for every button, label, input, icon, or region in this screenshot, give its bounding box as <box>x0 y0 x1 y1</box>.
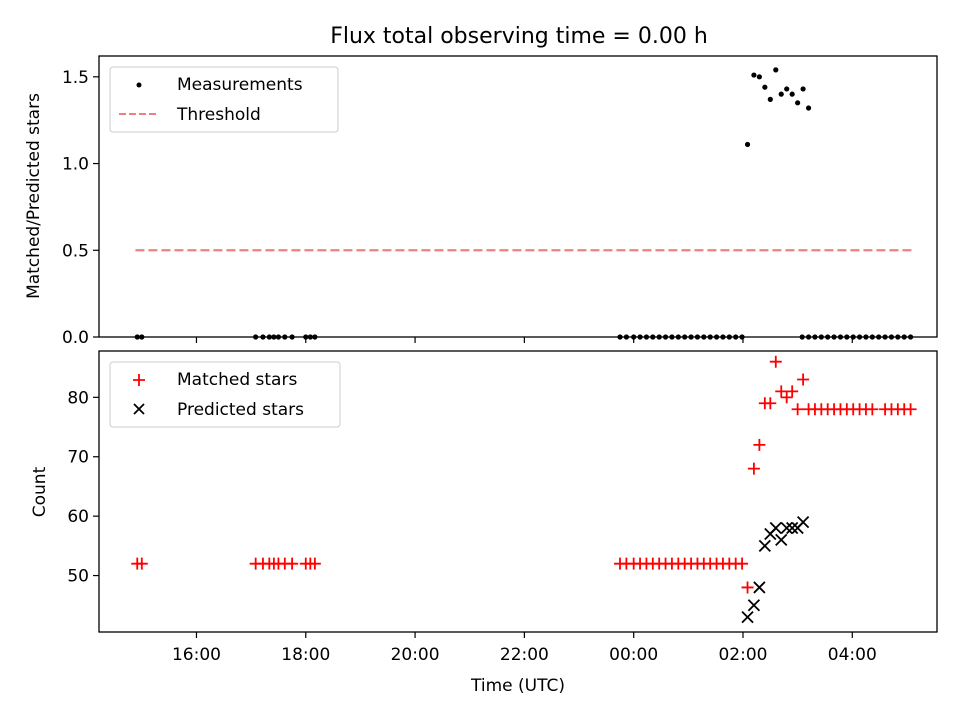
measurement-point <box>767 96 773 102</box>
x-tick-label: 02:00 <box>718 645 767 665</box>
measurement-point <box>795 100 801 106</box>
predicted-star-point <box>775 533 788 547</box>
x-tick-label: 22:00 <box>500 645 549 665</box>
legend-threshold-label: Threshold <box>176 105 261 125</box>
matched-star-point <box>780 391 793 404</box>
predicted-star-point <box>780 521 793 535</box>
predicted-star-point <box>747 599 761 612</box>
matched-star-point <box>797 373 810 386</box>
measurement-point <box>756 74 762 80</box>
bottom-y-axis-label: Count <box>30 466 50 517</box>
legend-matched-label: Matched stars <box>177 370 297 390</box>
top-y-tick-label: 1.5 <box>62 68 89 88</box>
measurement-point <box>800 86 806 92</box>
matched-star-point <box>764 397 777 410</box>
bottom-y-tick-label: 50 <box>67 567 89 587</box>
measurement-point <box>744 141 751 148</box>
predicted-star-point <box>753 581 766 594</box>
matched-star-point <box>775 385 788 398</box>
matched-star-point <box>866 403 879 416</box>
x-tick-label: 16:00 <box>172 645 221 665</box>
measurement-point <box>805 105 812 111</box>
legend-predicted-marker <box>133 403 145 415</box>
x-tick-label: 00:00 <box>609 645 658 665</box>
measurement-point <box>784 86 790 92</box>
legend-predicted-label: Predicted stars <box>177 400 304 420</box>
top-y-axis-label: Matched/Predicted stars <box>24 93 44 299</box>
matched-star-point <box>747 462 760 475</box>
legend-matched-marker <box>133 374 145 386</box>
chart-title: Flux total observing time = 0.00 h <box>330 24 708 49</box>
bottom-legend: Matched stars Predicted stars <box>109 361 341 428</box>
top-legend: Measurements Threshold <box>109 66 339 133</box>
x-axis-label: Time (UTC) <box>470 676 565 696</box>
matched-star-point <box>135 557 148 570</box>
top-y-tick-label: 0.0 <box>62 328 89 348</box>
legend-measurements-label: Measurements <box>177 75 303 95</box>
bottom-y-tick-label: 60 <box>67 507 89 527</box>
measurement-point <box>762 84 768 90</box>
matched-star-point <box>753 438 766 451</box>
x-tick-label: 18:00 <box>281 645 330 665</box>
top-y-tick-label: 0.5 <box>62 241 89 261</box>
matched-star-point <box>769 355 782 368</box>
matched-star-point <box>286 557 299 570</box>
predicted-star-point <box>758 539 771 552</box>
matched-star-point <box>786 385 799 398</box>
top-y-tick-label: 1.0 <box>62 155 89 175</box>
matched-star-point <box>308 557 321 570</box>
x-tick-label: 20:00 <box>391 645 440 665</box>
x-tick-label: 04:00 <box>828 645 877 665</box>
matched-star-point <box>741 581 754 594</box>
measurement-point <box>751 72 757 78</box>
matched-star-point <box>904 403 917 416</box>
matched-star-point <box>791 403 804 416</box>
predicted-star-point <box>741 611 754 624</box>
bottom-y-tick-label: 80 <box>67 388 89 408</box>
top-panel: 0.0 0.5 1.0 1.5 Matched/Predicted stars Mea… <box>24 55 938 348</box>
bottom-y-tick-label: 70 <box>67 448 89 468</box>
predicted-star-point <box>769 521 782 535</box>
measurement-point <box>778 91 784 97</box>
predicted-star-point <box>796 515 810 529</box>
legend-measurements-marker <box>136 82 142 88</box>
measurement-point <box>773 67 779 73</box>
matched-star-point <box>736 557 749 570</box>
measurement-point <box>789 91 795 97</box>
predicted-star-point <box>786 521 799 535</box>
bottom-panel: 50 60 70 80 16:00 18:00 20:00 22:00 00:00 02:00 04… <box>30 350 938 696</box>
